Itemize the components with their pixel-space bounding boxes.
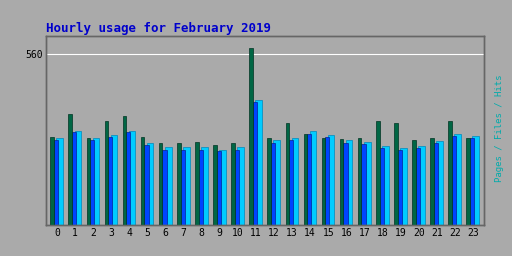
Bar <box>54 140 58 225</box>
Bar <box>93 138 99 225</box>
Bar <box>267 138 271 225</box>
Bar <box>470 138 474 225</box>
Bar <box>180 150 185 225</box>
Bar <box>307 134 311 225</box>
Bar <box>436 141 443 225</box>
Bar <box>449 121 452 225</box>
Bar <box>201 147 208 225</box>
Bar <box>87 138 90 225</box>
Bar <box>379 148 383 225</box>
Bar <box>165 147 172 225</box>
Bar <box>123 116 126 225</box>
Bar <box>452 136 456 225</box>
Bar <box>346 140 352 225</box>
Bar <box>397 151 402 225</box>
Bar <box>325 137 329 225</box>
Bar <box>75 131 81 225</box>
Bar <box>234 150 239 225</box>
Bar <box>292 138 298 225</box>
Text: Pages / Files / Hits: Pages / Files / Hits <box>495 74 504 182</box>
Bar <box>199 150 203 225</box>
Bar <box>434 143 438 225</box>
Bar <box>90 140 94 225</box>
Bar <box>473 136 479 225</box>
Bar <box>195 142 199 225</box>
Bar <box>69 114 72 225</box>
Bar <box>412 140 416 225</box>
Bar <box>144 145 148 225</box>
Bar <box>217 151 221 225</box>
Bar <box>340 139 344 225</box>
Bar <box>56 138 63 225</box>
Bar <box>364 142 371 225</box>
Bar <box>322 138 325 225</box>
Bar <box>376 121 379 225</box>
Bar <box>219 150 226 225</box>
Bar <box>273 140 280 225</box>
Bar <box>238 147 244 225</box>
Bar <box>418 146 425 225</box>
Bar <box>382 146 389 225</box>
Bar <box>454 134 461 225</box>
Bar <box>271 143 275 225</box>
Bar <box>343 143 348 225</box>
Bar <box>253 102 257 225</box>
Bar <box>400 148 407 225</box>
Bar <box>310 131 316 225</box>
Bar <box>72 132 76 225</box>
Bar <box>249 48 253 225</box>
Bar <box>304 134 307 225</box>
Bar <box>50 137 54 225</box>
Bar <box>183 147 189 225</box>
Bar <box>104 121 108 225</box>
Bar <box>126 132 131 225</box>
Bar <box>108 137 112 225</box>
Bar <box>361 144 366 225</box>
Bar <box>147 143 154 225</box>
Bar <box>177 143 181 225</box>
Bar <box>289 140 293 225</box>
Bar <box>416 148 420 225</box>
Bar <box>286 123 289 225</box>
Bar <box>430 138 434 225</box>
Bar <box>141 137 144 225</box>
Bar <box>162 150 166 225</box>
Bar <box>466 138 470 225</box>
Bar <box>159 143 162 225</box>
Bar <box>111 135 117 225</box>
Bar <box>394 123 398 225</box>
Bar <box>231 143 235 225</box>
Bar <box>213 145 217 225</box>
Bar <box>328 135 334 225</box>
Text: Hourly usage for February 2019: Hourly usage for February 2019 <box>46 22 271 35</box>
Bar <box>255 100 262 225</box>
Bar <box>129 131 135 225</box>
Bar <box>358 138 361 225</box>
